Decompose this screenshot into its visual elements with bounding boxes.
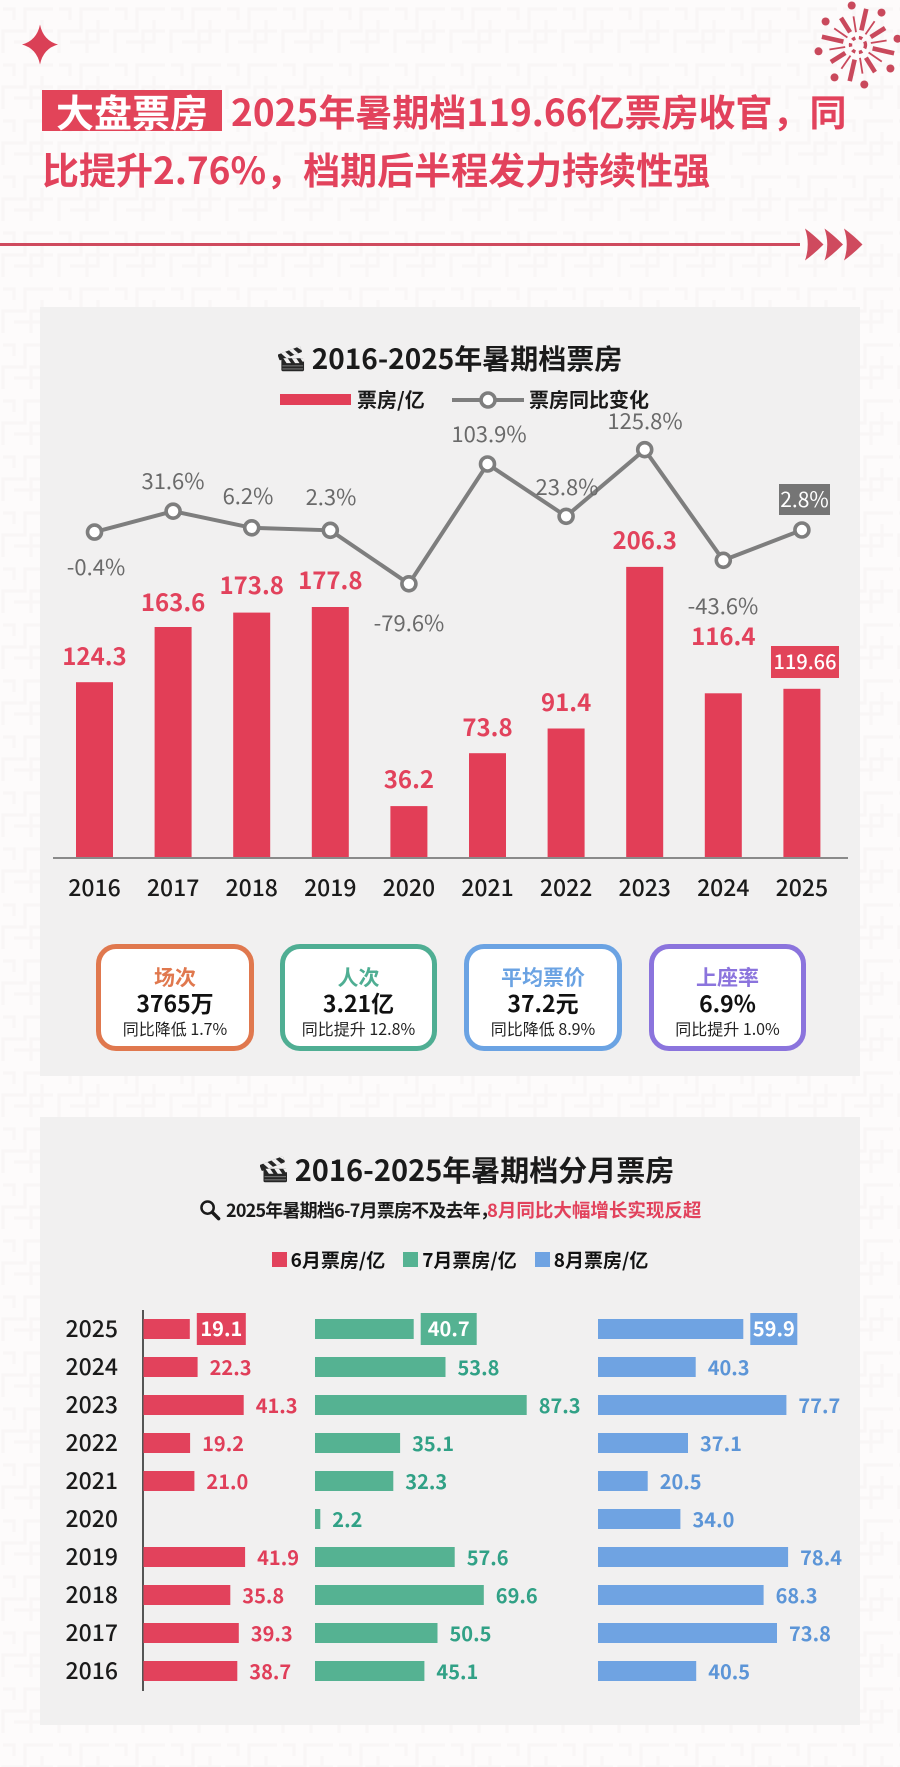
svg-text:177.8: 177.8 [298,561,362,596]
svg-text:2022: 2022 [66,1424,118,1458]
svg-text:40.7: 40.7 [428,1313,470,1342]
svg-text:23.8%: 23.8% [535,470,598,502]
svg-text:36.2: 36.2 [384,760,434,795]
svg-text:-0.4%: -0.4% [67,550,125,582]
svg-text:2025: 2025 [776,869,828,903]
svg-text:116.4: 116.4 [691,617,755,652]
svg-text:119.66: 119.66 [774,646,837,675]
svg-text:41.9: 41.9 [257,1542,299,1571]
svg-text:2019: 2019 [304,869,356,903]
svg-text:2.2: 2.2 [332,1504,362,1533]
svg-text:73.8: 73.8 [462,708,512,743]
svg-text:21.0: 21.0 [206,1466,248,1495]
svg-text:206.3: 206.3 [612,521,676,556]
svg-text:78.4: 78.4 [800,1542,842,1571]
svg-text:-43.6%: -43.6% [688,589,759,621]
svg-text:34.0: 34.0 [693,1504,735,1533]
svg-text:19.2: 19.2 [202,1428,244,1457]
svg-text:73.8: 73.8 [789,1618,831,1647]
svg-text:2022: 2022 [540,869,592,903]
svg-text:2019: 2019 [66,1538,118,1572]
svg-text:2020: 2020 [66,1500,118,1534]
svg-text:68.3: 68.3 [776,1580,818,1609]
svg-text:69.6: 69.6 [496,1580,538,1609]
svg-text:2017: 2017 [66,1614,118,1648]
svg-text:2017: 2017 [147,869,199,903]
svg-text:2.8%: 2.8% [780,484,829,514]
svg-text:22.3: 22.3 [210,1352,252,1381]
svg-text:19.1: 19.1 [200,1313,242,1342]
svg-text:-79.6%: -79.6% [374,606,445,638]
svg-text:57.6: 57.6 [467,1542,509,1571]
svg-text:173.8: 173.8 [219,566,283,601]
svg-text:6.2%: 6.2% [223,479,274,511]
svg-text:59.9: 59.9 [753,1313,795,1342]
svg-text:39.3: 39.3 [251,1618,293,1647]
svg-text:103.9%: 103.9% [451,417,526,449]
svg-text:20.5: 20.5 [660,1466,702,1495]
svg-text:77.7: 77.7 [798,1390,840,1419]
svg-text:2021: 2021 [461,869,513,903]
svg-text:35.8: 35.8 [242,1580,284,1609]
svg-text:37.1: 37.1 [700,1428,742,1457]
svg-text:40.5: 40.5 [708,1656,750,1685]
svg-text:32.3: 32.3 [405,1466,447,1495]
svg-text:2020: 2020 [383,869,435,903]
svg-text:2023: 2023 [618,869,670,903]
svg-text:2018: 2018 [66,1576,118,1610]
svg-text:53.8: 53.8 [458,1352,500,1381]
svg-text:2025: 2025 [66,1310,118,1344]
svg-text:35.1: 35.1 [412,1428,454,1457]
svg-text:125.8%: 125.8% [607,404,682,436]
svg-text:2018: 2018 [225,869,277,903]
svg-text:87.3: 87.3 [539,1390,581,1419]
svg-text:2016: 2016 [68,869,120,903]
svg-text:31.6%: 31.6% [141,464,204,496]
svg-text:40.3: 40.3 [708,1352,750,1381]
svg-text:2023: 2023 [66,1386,118,1420]
svg-text:38.7: 38.7 [249,1656,291,1685]
svg-text:163.6: 163.6 [141,583,205,618]
svg-text:50.5: 50.5 [450,1618,492,1647]
svg-text:91.4: 91.4 [541,683,591,718]
svg-text:2021: 2021 [66,1462,118,1496]
svg-text:2016: 2016 [66,1652,118,1686]
svg-text:45.1: 45.1 [436,1656,478,1685]
svg-text:41.3: 41.3 [256,1390,298,1419]
svg-text:2024: 2024 [697,869,749,903]
svg-text:124.3: 124.3 [62,637,126,672]
svg-text:2024: 2024 [66,1348,118,1382]
svg-text:2.3%: 2.3% [306,480,357,512]
